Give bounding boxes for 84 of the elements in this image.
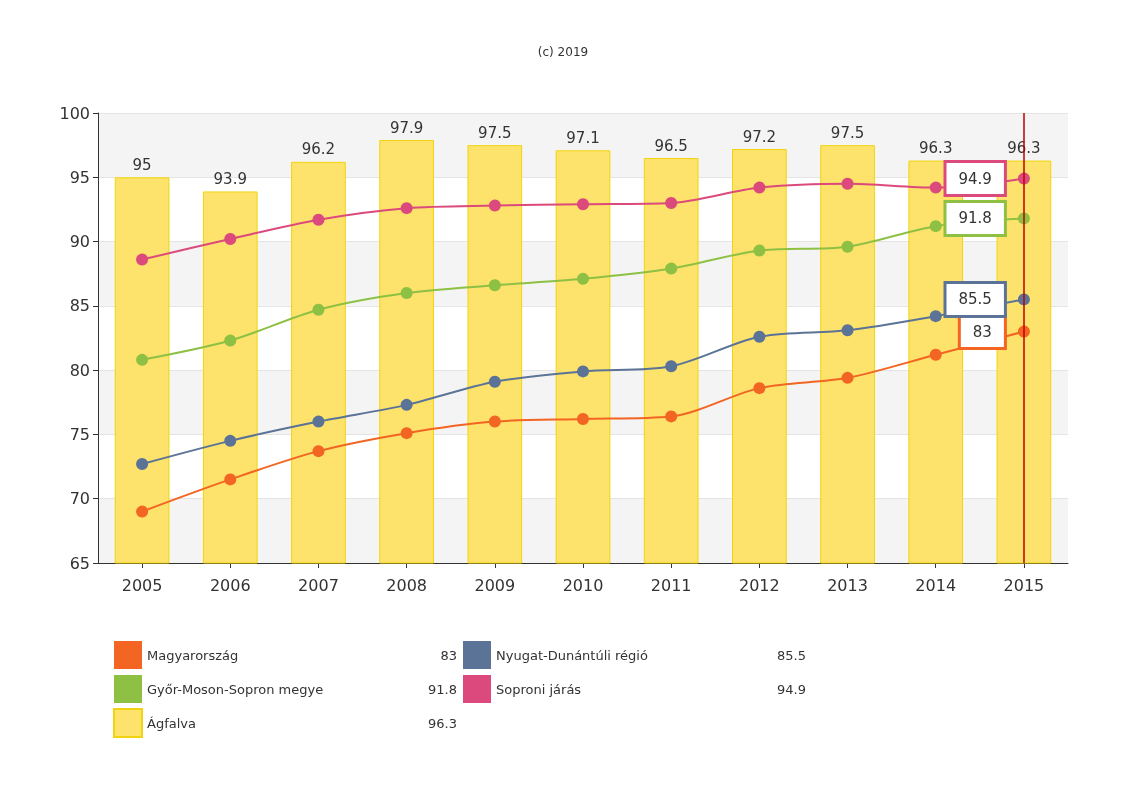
point (400, 427, 413, 440)
point (929, 220, 942, 233)
x-tick-label: 2007 (298, 575, 339, 595)
point (488, 415, 501, 428)
point (929, 310, 942, 323)
point (841, 177, 854, 190)
point (753, 244, 766, 257)
point (400, 398, 413, 411)
data-label: 83 (972, 322, 992, 341)
point (488, 375, 501, 388)
data-label: 97.5 (830, 123, 865, 142)
point (312, 303, 325, 316)
point (841, 324, 854, 337)
point (577, 413, 589, 425)
data-label: 97.9 (389, 118, 424, 137)
legend-label: Soproni járás (496, 681, 582, 697)
point (224, 434, 237, 447)
point (136, 353, 149, 366)
point (841, 371, 854, 384)
x-tick-label: 2013 (827, 575, 868, 595)
point (136, 505, 149, 518)
point (136, 458, 149, 470)
data-label: 94.9 (958, 169, 992, 188)
data-label: 85.5 (958, 290, 992, 309)
text: 83 (440, 647, 457, 663)
data-label: 93.9 (213, 169, 247, 188)
point (665, 262, 678, 275)
data-label: 97.2 (742, 127, 777, 146)
point (224, 233, 237, 245)
point (312, 213, 325, 226)
point (665, 360, 678, 373)
point (488, 199, 501, 212)
text: 94.9 (777, 681, 806, 697)
point (929, 348, 942, 361)
x-tick-label: 2011 (650, 575, 692, 595)
x-tick-label: 2010 (562, 575, 604, 595)
y-tick-label: 95 (69, 167, 90, 187)
point (224, 334, 237, 347)
point (665, 197, 678, 209)
x-tick-label: 2006 (209, 575, 251, 595)
y-tick-label: 75 (69, 424, 90, 444)
point (753, 330, 766, 343)
data-label: 96.2 (301, 140, 336, 159)
x-tick-label: 2012 (739, 575, 780, 595)
text: 91.8 (428, 681, 457, 697)
point (753, 382, 766, 395)
data-label: 95 (132, 155, 152, 174)
text: 96.3 (428, 715, 457, 731)
y-tick-label: 80 (69, 360, 90, 380)
point (400, 287, 413, 299)
legend-label: Ágfalva (147, 715, 196, 731)
data-label: 97.1 (566, 128, 600, 147)
point (665, 410, 678, 423)
data-label: 96.3 (919, 139, 953, 158)
y-tick-label: 70 (69, 489, 90, 509)
x-tick-label: 2008 (386, 575, 427, 595)
point (577, 365, 589, 378)
point (224, 473, 237, 486)
y-tick-label: 85 (69, 296, 90, 316)
y-tick-label: 100 (59, 103, 90, 123)
point (577, 198, 589, 211)
x-tick-label: 2009 (474, 575, 516, 595)
point (312, 445, 325, 458)
text: (c) 2019 (537, 45, 589, 59)
x-tick-label: 2014 (915, 575, 957, 595)
point (400, 202, 413, 215)
legend-label: Magyarország (147, 647, 239, 663)
y-tick-label: 90 (69, 232, 90, 252)
point (136, 253, 149, 266)
point (841, 240, 854, 253)
text: 85.5 (777, 647, 806, 663)
data-label: 97.5 (478, 123, 512, 142)
x-tick-label: 2015 (1003, 575, 1045, 595)
point (577, 272, 589, 285)
point (753, 181, 766, 194)
legend-label: Győr-Moson-Sopron megye (147, 681, 324, 697)
point (488, 279, 501, 292)
data-label: 91.8 (958, 209, 992, 228)
y-tick-label: 65 (69, 553, 90, 573)
point (312, 415, 325, 428)
legend-label: Nyugat-Dunántúli régió (496, 647, 648, 663)
x-tick-label: 2005 (121, 575, 163, 595)
point (929, 181, 942, 194)
data-label: 96.5 (654, 136, 688, 155)
